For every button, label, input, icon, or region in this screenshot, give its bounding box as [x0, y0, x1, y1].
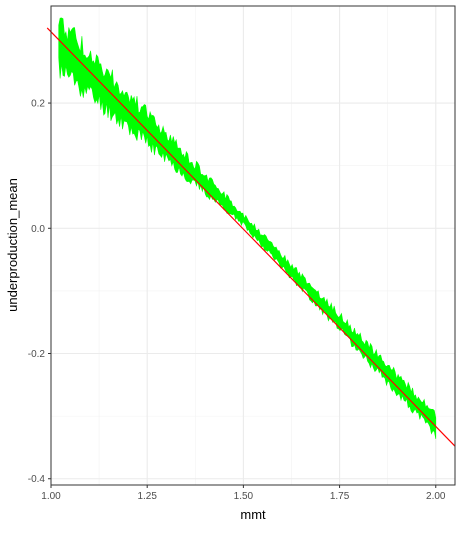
tick-layer: 1.00 1.25 1.50 1.75 2.00 0.2 0.0 -0.2 -0.4	[28, 99, 446, 502]
y-axis-title: underproduction_mean	[5, 178, 20, 312]
y-tick-label: 0.0	[31, 224, 45, 235]
x-tick-label: 1.00	[41, 491, 61, 502]
confidence-band	[58, 17, 437, 439]
data-layer	[46, 17, 456, 447]
y-tick-label: 0.2	[31, 99, 45, 110]
panel-border	[50, 5, 456, 486]
x-tick-label: 1.50	[234, 491, 254, 502]
x-tick-label: 1.25	[137, 491, 157, 502]
x-tick-label: 1.75	[330, 491, 350, 502]
regression-line	[46, 27, 456, 447]
y-tick-label: -0.2	[28, 349, 46, 360]
x-axis-title: mmt	[240, 507, 266, 522]
x-tick-label: 2.00	[426, 491, 446, 502]
y-tick-label: -0.4	[28, 474, 46, 485]
